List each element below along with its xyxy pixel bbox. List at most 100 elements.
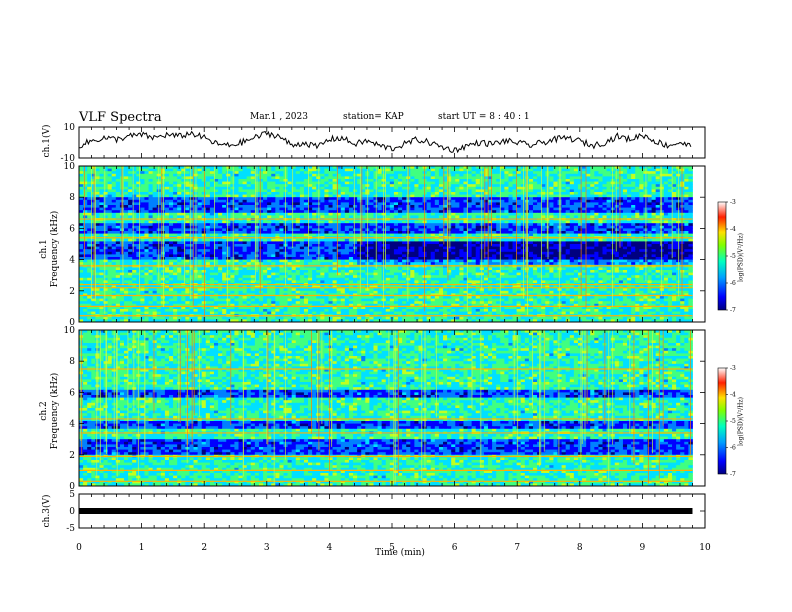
heatmap-cell	[569, 199, 575, 203]
heatmap-cell	[565, 225, 571, 229]
heatmap-cell	[99, 212, 104, 216]
heatmap-cell	[201, 197, 207, 201]
heatmap-cell	[569, 223, 575, 227]
heatmap-cell	[541, 166, 546, 169]
heatmap-cell	[475, 181, 481, 185]
heatmap-cell	[680, 207, 685, 211]
heatmap-cell	[569, 186, 575, 190]
heatmap-cell	[455, 168, 460, 172]
heatmap-cell	[230, 231, 235, 234]
heatmap-cell	[168, 251, 174, 255]
heatmap-cell	[320, 176, 325, 180]
heatmap-cell	[238, 225, 243, 229]
heatmap-cell	[79, 189, 84, 193]
heatmap-cell	[447, 189, 452, 193]
heatmap-cell	[91, 171, 96, 175]
heatmap-cell	[639, 210, 644, 214]
heatmap-cell	[487, 244, 493, 247]
heatmap-cell	[299, 166, 305, 169]
heatmap-cell	[181, 171, 186, 175]
heatmap-cell	[508, 199, 513, 203]
heatmap-cell	[377, 249, 383, 253]
heatmap-cell	[684, 181, 689, 185]
heatmap-cell	[344, 231, 350, 234]
heatmap-cell	[663, 171, 669, 175]
heatmap-cell	[332, 189, 338, 193]
heatmap-cell	[385, 173, 391, 177]
heatmap-cell	[168, 192, 174, 195]
heatmap-cell	[279, 225, 284, 229]
heatmap-cell	[189, 197, 194, 201]
heatmap-cell	[414, 249, 419, 253]
heatmap-cell	[226, 223, 231, 227]
heatmap-cell	[291, 166, 297, 169]
heatmap-cell	[393, 220, 399, 224]
heatmap-cell	[414, 223, 419, 227]
heatmap-cell	[520, 202, 526, 206]
heatmap-cell	[438, 186, 444, 190]
heatmap-cell	[582, 171, 587, 175]
heatmap-cell	[291, 238, 297, 242]
heatmap-cell	[299, 194, 305, 198]
heatmap-cell	[418, 231, 423, 234]
heatmap-cell	[426, 249, 432, 253]
heatmap-cell	[434, 171, 440, 175]
heatmap-cell	[565, 207, 571, 211]
heatmap-cell	[295, 168, 301, 172]
heatmap-cell	[410, 241, 415, 245]
heatmap-cell	[393, 205, 399, 208]
heatmap-cell	[152, 179, 158, 182]
heatmap-cell	[512, 241, 518, 245]
heatmap-cell	[455, 212, 460, 216]
heatmap-cell	[639, 223, 644, 227]
heatmap-cell	[205, 228, 211, 232]
heatmap-cell	[561, 205, 567, 208]
heatmap-cell	[275, 238, 280, 242]
heatmap-cell	[328, 197, 333, 201]
heatmap-cell	[144, 210, 149, 214]
heatmap-cell	[83, 168, 88, 172]
heatmap-cell	[336, 179, 342, 182]
heatmap-cell	[389, 197, 395, 201]
heatmap-cell	[393, 181, 399, 185]
heatmap-cell	[340, 215, 346, 219]
heatmap-cell	[132, 244, 137, 247]
heatmap-cell	[688, 194, 693, 198]
heatmap-cell	[312, 220, 317, 224]
heatmap-cell	[471, 197, 477, 201]
heatmap-cell	[287, 231, 293, 234]
heatmap-cell	[91, 176, 96, 180]
heatmap-cell	[631, 192, 636, 195]
heatmap-cell	[308, 186, 313, 190]
heatmap-cell	[496, 173, 501, 177]
heatmap-cell	[561, 179, 567, 182]
heatmap-cell	[622, 228, 628, 232]
heatmap-cell	[238, 223, 243, 227]
heatmap-cell	[348, 210, 354, 214]
heatmap-cell	[622, 179, 628, 182]
heatmap-cell	[267, 228, 272, 232]
heatmap-cell	[516, 166, 522, 169]
heatmap-cell	[295, 171, 301, 175]
heatmap-cell	[295, 233, 301, 237]
heatmap-cell	[651, 179, 657, 182]
heatmap-cell	[205, 220, 211, 224]
heatmap-cell	[434, 189, 440, 193]
heatmap-cell	[569, 197, 575, 201]
heatmap-cell	[377, 233, 383, 237]
heatmap-cell	[475, 173, 481, 177]
heatmap-cell	[594, 233, 599, 237]
heatmap-cell	[168, 207, 174, 211]
heatmap-cell	[455, 233, 460, 237]
heatmap-cell	[160, 207, 166, 211]
heatmap-cell	[189, 251, 194, 255]
heatmap-cell	[205, 202, 211, 206]
heatmap-cell	[115, 189, 121, 193]
heatmap-cell	[487, 225, 493, 229]
heatmap-cell	[377, 168, 383, 172]
heatmap-cell	[185, 228, 190, 232]
heatmap-cell	[148, 215, 154, 219]
heatmap-cell	[144, 186, 149, 190]
heatmap-cell	[340, 202, 346, 206]
heatmap-cell	[107, 194, 113, 198]
